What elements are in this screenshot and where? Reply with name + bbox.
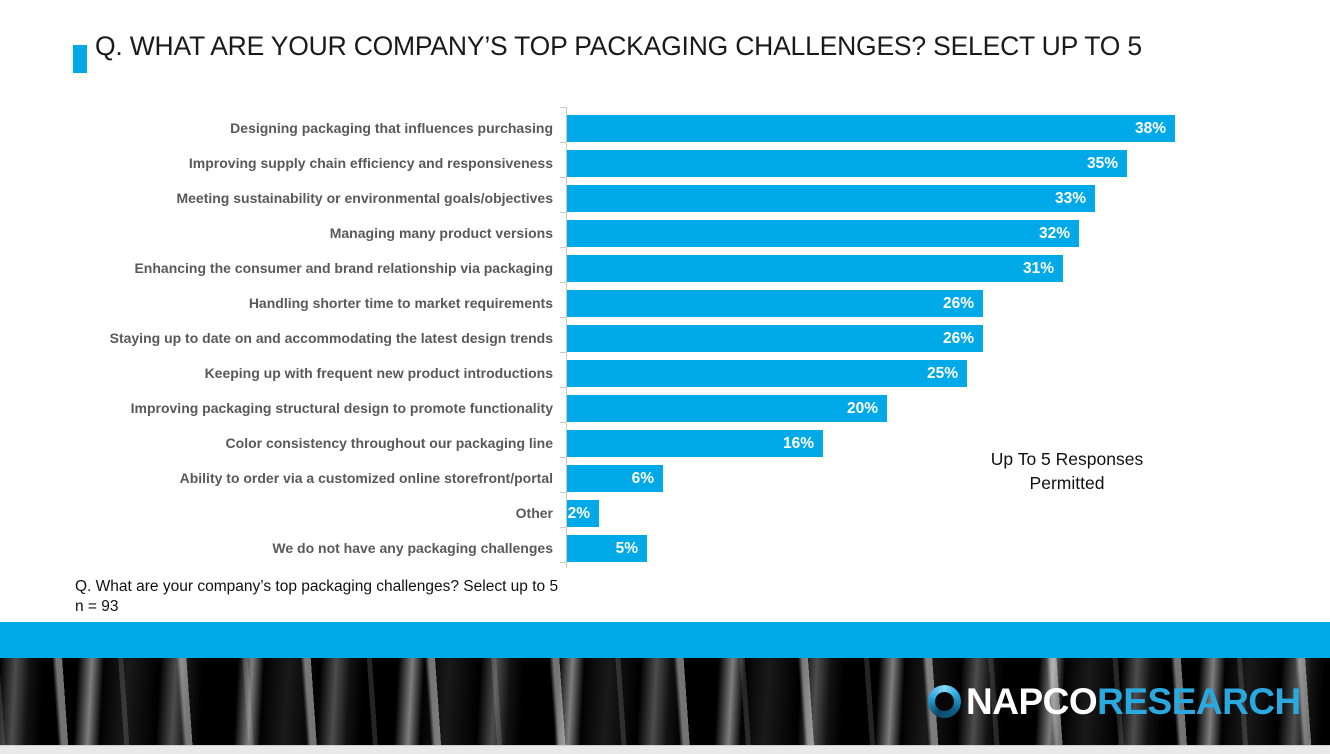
bar-value-label: 32% <box>1038 224 1070 242</box>
axis-ticks <box>560 107 566 563</box>
chart-row: Handling shorter time to market requirem… <box>62 286 1222 321</box>
bar-value-label: 35% <box>1086 154 1118 172</box>
title-accent-bar <box>73 45 87 73</box>
bar-value-label: 38% <box>1134 119 1166 137</box>
category-label: Other <box>515 505 553 521</box>
chart-row: Ability to order via a customized online… <box>62 461 1222 496</box>
footnote: Q. What are your company’s top packaging… <box>75 577 558 617</box>
footnote-sample-size: n = 93 <box>75 598 119 615</box>
window-bottom-strip <box>0 745 1330 754</box>
chart-row: We do not have any packaging challenges … <box>62 531 1222 566</box>
blue-divider-strip <box>0 622 1330 658</box>
bar-value-label: 25% <box>926 364 958 382</box>
bar-cell: 26% <box>566 286 1222 321</box>
bar-cell: 16% <box>566 426 1222 461</box>
bar-value-label: 5% <box>615 539 638 557</box>
bar: 32% <box>567 220 1079 247</box>
bar-value-label: 16% <box>782 434 814 452</box>
bar: 16% <box>567 430 823 457</box>
category-label: Improving supply chain efficiency and re… <box>188 155 553 171</box>
bar: 38% <box>567 115 1175 142</box>
chart-row: Improving packaging structural design to… <box>62 391 1222 426</box>
napco-research-logo: NAPCO RESEARCH <box>928 658 1301 745</box>
category-label: Color consistency throughout our packagi… <box>225 435 553 451</box>
brand-name-secondary: RESEARCH <box>1097 681 1301 722</box>
bar: 20% <box>567 395 887 422</box>
bar-value-label: 6% <box>631 469 654 487</box>
bar-cell: 5% <box>566 531 1222 566</box>
chart-row: Keeping up with frequent new product int… <box>62 356 1222 391</box>
bar-value-label: 31% <box>1022 259 1054 277</box>
chart-row: Color consistency throughout our packagi… <box>62 426 1222 461</box>
bar-cell: 6% <box>566 461 1222 496</box>
bar-cell: 35% <box>566 146 1222 181</box>
bar-cell: 31% <box>566 251 1222 286</box>
category-label: We do not have any packaging challenges <box>272 540 553 556</box>
bar: 25% <box>567 360 967 387</box>
bar-value-label: 33% <box>1054 189 1086 207</box>
ring-swirl-icon <box>928 685 961 718</box>
page-title: Q. WHAT ARE YOUR COMPANY’S TOP PACKAGING… <box>95 31 1142 61</box>
bar-chart: Designing packaging that influences purc… <box>62 107 1222 568</box>
bar: 5% <box>567 535 647 562</box>
brand-name-primary: NAPCO <box>966 681 1098 722</box>
category-label: Keeping up with frequent new product int… <box>204 365 553 381</box>
bar-cell: 38% <box>566 111 1222 146</box>
bar: 26% <box>567 325 983 352</box>
bar: 26% <box>567 290 983 317</box>
chart-row: Other 2% <box>62 496 1222 531</box>
bar-cell: 33% <box>566 181 1222 216</box>
chart-row: Designing packaging that influences purc… <box>62 111 1222 146</box>
category-axis-line <box>566 107 567 568</box>
category-label: Handling shorter time to market requirem… <box>248 295 553 311</box>
chart-row: Enhancing the consumer and brand relatio… <box>62 251 1222 286</box>
bar-value-label: 20% <box>846 399 878 417</box>
bar-cell: 20% <box>566 391 1222 426</box>
bar-value-label: 26% <box>942 329 974 347</box>
category-label: Improving packaging structural design to… <box>130 400 553 416</box>
bar-cell: 32% <box>566 216 1222 251</box>
bar-cell: 2% <box>566 496 1222 531</box>
chart-row: Managing many product versions 32% <box>62 216 1222 251</box>
chart-row: Meeting sustainability or environmental … <box>62 181 1222 216</box>
footnote-question: Q. What are your company’s top packaging… <box>75 578 559 595</box>
bar-value-label: 26% <box>942 294 974 312</box>
category-label: Enhancing the consumer and brand relatio… <box>134 260 553 276</box>
responses-annotation: Up To 5 Responses Permitted <box>990 449 1144 493</box>
category-label: Ability to order via a customized online… <box>179 470 553 486</box>
category-label: Managing many product versions <box>329 225 553 241</box>
bar-cell: 25% <box>566 356 1222 391</box>
category-label: Designing packaging that influences purc… <box>230 120 553 136</box>
bar: 35% <box>567 150 1127 177</box>
chart-row: Staying up to date on and accommodating … <box>62 321 1222 356</box>
bar: 33% <box>567 185 1095 212</box>
footer-banner: NAPCO RESEARCH <box>0 658 1330 745</box>
category-label: Staying up to date on and accommodating … <box>109 330 553 346</box>
category-label: Meeting sustainability or environmental … <box>176 190 553 206</box>
bar: 31% <box>567 255 1063 282</box>
bar-cell: 26% <box>566 321 1222 356</box>
bar: 6% <box>567 465 663 492</box>
chart-rows: Designing packaging that influences purc… <box>62 111 1222 566</box>
bar: 2% <box>567 500 599 527</box>
bar-value-label: 2% <box>567 504 590 522</box>
chart-row: Improving supply chain efficiency and re… <box>62 146 1222 181</box>
